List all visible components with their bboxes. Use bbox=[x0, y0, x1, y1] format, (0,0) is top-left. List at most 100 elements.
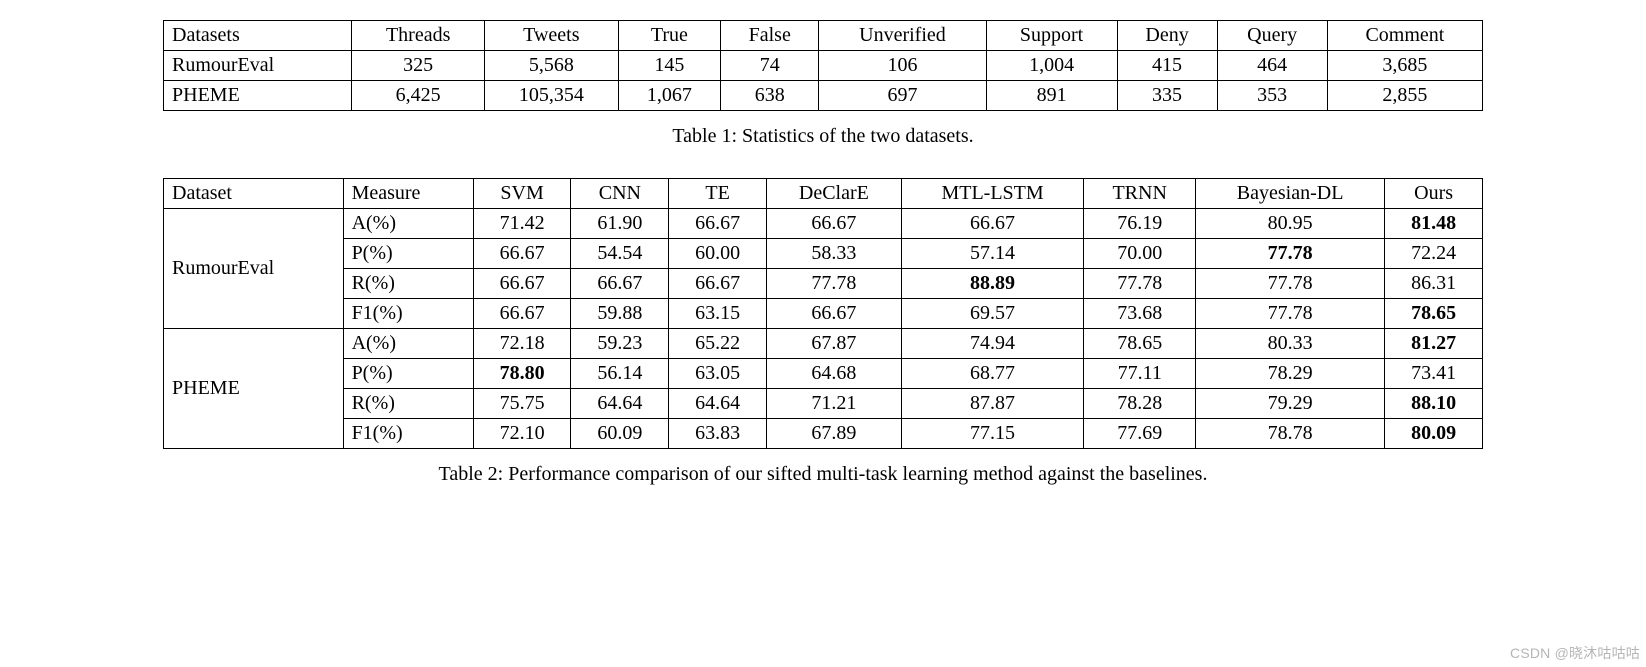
dataset-cell: PHEME bbox=[164, 329, 344, 449]
measure-cell: R(%) bbox=[343, 269, 473, 299]
column-header: Measure bbox=[343, 179, 473, 209]
value-cell: 86.31 bbox=[1385, 269, 1483, 299]
value-cell: 78.65 bbox=[1084, 329, 1196, 359]
cell: 638 bbox=[721, 81, 819, 111]
performance-table: DatasetMeasureSVMCNNTEDeClarEMTL-LSTMTRN… bbox=[163, 178, 1483, 449]
value-cell: 78.80 bbox=[473, 359, 571, 389]
value-cell: 72.18 bbox=[473, 329, 571, 359]
cell: 5,568 bbox=[485, 51, 619, 81]
value-cell: 59.23 bbox=[571, 329, 669, 359]
measure-cell: A(%) bbox=[343, 209, 473, 239]
column-header: Unverified bbox=[819, 21, 986, 51]
value-cell: 66.67 bbox=[571, 269, 669, 299]
value-cell: 60.09 bbox=[571, 419, 669, 449]
value-cell: 68.77 bbox=[901, 359, 1084, 389]
value-cell: 71.42 bbox=[473, 209, 571, 239]
value-cell: 56.14 bbox=[571, 359, 669, 389]
table-row: PHEME 6,425 105,354 1,067 638 697 891 33… bbox=[164, 81, 1483, 111]
value-cell: 79.29 bbox=[1196, 389, 1385, 419]
value-cell: 73.41 bbox=[1385, 359, 1483, 389]
table-row: DatasetMeasureSVMCNNTEDeClarEMTL-LSTMTRN… bbox=[164, 179, 1483, 209]
value-cell: 63.83 bbox=[669, 419, 767, 449]
value-cell: 88.10 bbox=[1385, 389, 1483, 419]
table-row: P(%)78.8056.1463.0564.6868.7777.1178.297… bbox=[164, 359, 1483, 389]
value-cell: 67.87 bbox=[767, 329, 902, 359]
value-cell: 70.00 bbox=[1084, 239, 1196, 269]
value-cell: 63.05 bbox=[669, 359, 767, 389]
column-header: DeClarE bbox=[767, 179, 902, 209]
value-cell: 66.67 bbox=[669, 269, 767, 299]
value-cell: 72.10 bbox=[473, 419, 571, 449]
value-cell: 69.57 bbox=[901, 299, 1084, 329]
statistics-table: Datasets Threads Tweets True False Unver… bbox=[163, 20, 1483, 111]
column-header: Support bbox=[986, 21, 1117, 51]
column-header: Deny bbox=[1117, 21, 1217, 51]
value-cell: 66.67 bbox=[901, 209, 1084, 239]
table-row: P(%)66.6754.5460.0058.3357.1470.0077.787… bbox=[164, 239, 1483, 269]
cell: 697 bbox=[819, 81, 986, 111]
measure-cell: R(%) bbox=[343, 389, 473, 419]
value-cell: 65.22 bbox=[669, 329, 767, 359]
value-cell: 66.67 bbox=[473, 299, 571, 329]
table-row: RumourEvalA(%)71.4261.9066.6766.6766.677… bbox=[164, 209, 1483, 239]
table-row: RumourEval 325 5,568 145 74 106 1,004 41… bbox=[164, 51, 1483, 81]
value-cell: 78.78 bbox=[1196, 419, 1385, 449]
value-cell: 60.00 bbox=[669, 239, 767, 269]
value-cell: 67.89 bbox=[767, 419, 902, 449]
value-cell: 81.48 bbox=[1385, 209, 1483, 239]
cell: PHEME bbox=[164, 81, 352, 111]
cell: 3,685 bbox=[1327, 51, 1482, 81]
column-header: TE bbox=[669, 179, 767, 209]
column-header: Threads bbox=[352, 21, 485, 51]
column-header: Bayesian-DL bbox=[1196, 179, 1385, 209]
value-cell: 73.68 bbox=[1084, 299, 1196, 329]
cell: 464 bbox=[1217, 51, 1327, 81]
cell: 2,855 bbox=[1327, 81, 1482, 111]
value-cell: 63.15 bbox=[669, 299, 767, 329]
column-header: Comment bbox=[1327, 21, 1482, 51]
cell: 105,354 bbox=[485, 81, 619, 111]
value-cell: 78.65 bbox=[1385, 299, 1483, 329]
measure-cell: F1(%) bbox=[343, 419, 473, 449]
column-header: CNN bbox=[571, 179, 669, 209]
value-cell: 57.14 bbox=[901, 239, 1084, 269]
value-cell: 72.24 bbox=[1385, 239, 1483, 269]
dataset-cell: RumourEval bbox=[164, 209, 344, 329]
value-cell: 59.88 bbox=[571, 299, 669, 329]
cell: RumourEval bbox=[164, 51, 352, 81]
cell: 335 bbox=[1117, 81, 1217, 111]
value-cell: 80.95 bbox=[1196, 209, 1385, 239]
table-row: R(%)66.6766.6766.6777.7888.8977.7877.788… bbox=[164, 269, 1483, 299]
table1-caption: Table 1: Statistics of the two datasets. bbox=[100, 125, 1546, 148]
cell: 415 bbox=[1117, 51, 1217, 81]
cell: 145 bbox=[618, 51, 721, 81]
cell: 353 bbox=[1217, 81, 1327, 111]
measure-cell: F1(%) bbox=[343, 299, 473, 329]
value-cell: 71.21 bbox=[767, 389, 902, 419]
value-cell: 87.87 bbox=[901, 389, 1084, 419]
value-cell: 81.27 bbox=[1385, 329, 1483, 359]
table-row: R(%)75.7564.6464.6471.2187.8778.2879.298… bbox=[164, 389, 1483, 419]
column-header: SVM bbox=[473, 179, 571, 209]
value-cell: 77.78 bbox=[1084, 269, 1196, 299]
value-cell: 74.94 bbox=[901, 329, 1084, 359]
cell: 106 bbox=[819, 51, 986, 81]
cell: 6,425 bbox=[352, 81, 485, 111]
cell: 325 bbox=[352, 51, 485, 81]
value-cell: 54.54 bbox=[571, 239, 669, 269]
value-cell: 64.68 bbox=[767, 359, 902, 389]
value-cell: 61.90 bbox=[571, 209, 669, 239]
cell: 74 bbox=[721, 51, 819, 81]
value-cell: 58.33 bbox=[767, 239, 902, 269]
table2-caption: Table 2: Performance comparison of our s… bbox=[100, 463, 1546, 486]
cell: 1,067 bbox=[618, 81, 721, 111]
column-header: Datasets bbox=[164, 21, 352, 51]
column-header: MTL-LSTM bbox=[901, 179, 1084, 209]
column-header: Ours bbox=[1385, 179, 1483, 209]
value-cell: 66.67 bbox=[669, 209, 767, 239]
value-cell: 76.19 bbox=[1084, 209, 1196, 239]
value-cell: 77.78 bbox=[767, 269, 902, 299]
column-header: True bbox=[618, 21, 721, 51]
column-header: Tweets bbox=[485, 21, 619, 51]
column-header: Query bbox=[1217, 21, 1327, 51]
